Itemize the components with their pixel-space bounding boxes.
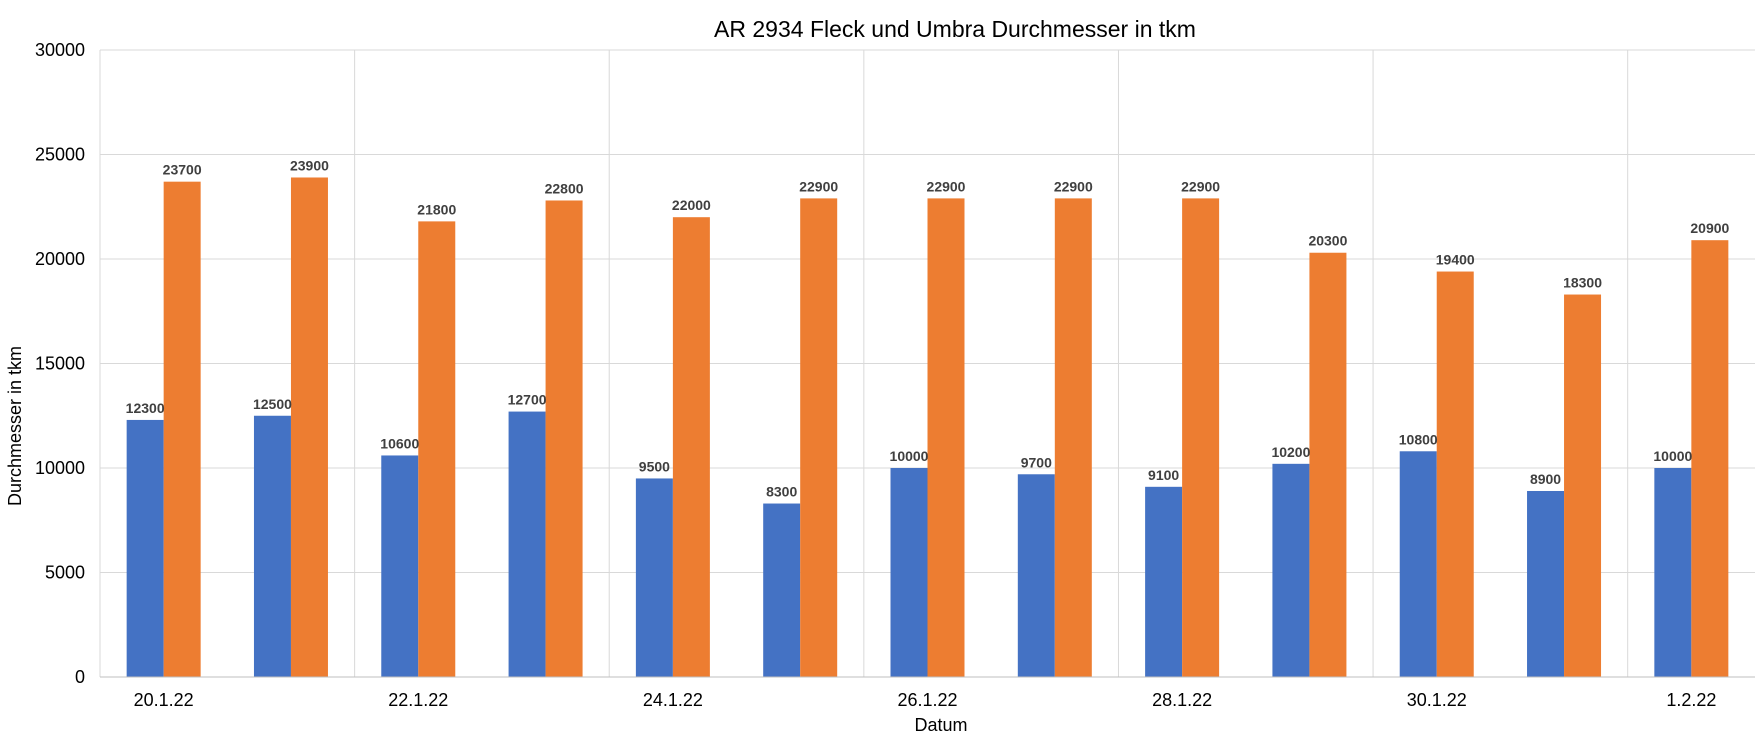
data-label-umbra: 12300 xyxy=(126,400,165,416)
bar-umbra xyxy=(1654,468,1692,677)
bar-umbra xyxy=(635,478,673,677)
bar-umbra xyxy=(1272,463,1310,677)
data-label-fleck: 18300 xyxy=(1563,275,1602,291)
data-label-fleck: 22900 xyxy=(1054,178,1093,194)
x-tick-label: 28.1.22 xyxy=(1152,690,1212,710)
bar-fleck xyxy=(1691,240,1729,677)
data-label-umbra: 8900 xyxy=(1530,471,1561,487)
x-tick-label: 24.1.22 xyxy=(643,690,703,710)
bar-umbra xyxy=(508,411,546,677)
data-label-umbra: 8300 xyxy=(766,484,797,500)
bar-fleck xyxy=(290,177,328,678)
bar-fleck xyxy=(1309,252,1347,678)
bar-umbra xyxy=(1527,490,1565,677)
y-axis-title: Durchmesser in tkm xyxy=(5,346,25,506)
x-tick-label: 26.1.22 xyxy=(897,690,957,710)
bar-fleck xyxy=(1436,271,1474,677)
data-label-fleck: 22900 xyxy=(927,178,966,194)
data-label-umbra: 10600 xyxy=(380,435,419,451)
bar-umbra xyxy=(890,468,928,677)
data-label-umbra: 9700 xyxy=(1021,454,1052,470)
y-tick-label: 15000 xyxy=(35,354,85,374)
bar-fleck xyxy=(800,198,838,677)
bar-umbra xyxy=(126,419,164,677)
bar-fleck xyxy=(163,181,201,678)
data-label-umbra: 10000 xyxy=(890,448,929,464)
data-label-fleck: 20900 xyxy=(1690,220,1729,236)
bar-umbra xyxy=(1145,486,1183,677)
data-label-umbra: 10200 xyxy=(1271,444,1310,460)
bar-umbra xyxy=(763,503,801,677)
bars xyxy=(126,177,1729,678)
bar-fleck xyxy=(418,221,456,677)
data-labels: 12300 23700 12500 23900 10600 21800 12700 22800… xyxy=(126,157,1730,499)
data-label-fleck: 23900 xyxy=(290,157,329,173)
y-tick-label: 30000 xyxy=(35,40,85,60)
y-tick-label: 20000 xyxy=(35,249,85,269)
y-tick-label: 25000 xyxy=(35,145,85,165)
bar-umbra xyxy=(1017,474,1055,677)
y-tick-label: 0 xyxy=(75,667,85,687)
data-label-fleck: 22900 xyxy=(799,178,838,194)
data-label-umbra: 9100 xyxy=(1148,467,1179,483)
x-tick-label: 1.2.22 xyxy=(1666,690,1716,710)
data-label-umbra: 10800 xyxy=(1399,431,1438,447)
data-label-fleck: 19400 xyxy=(1436,252,1475,268)
y-tick-label: 10000 xyxy=(35,458,85,478)
bar-fleck xyxy=(927,198,965,677)
x-axis-title: Datum xyxy=(914,715,967,735)
bar-fleck xyxy=(1182,198,1220,677)
x-tick-label: 30.1.22 xyxy=(1407,690,1467,710)
bar-fleck xyxy=(1054,198,1092,677)
bar-umbra xyxy=(253,415,291,677)
y-axis-ticks: 0 5000 10000 15000 20000 25000 30000 xyxy=(35,40,85,687)
y-tick-label: 5000 xyxy=(45,563,85,583)
data-label-fleck: 22900 xyxy=(1181,178,1220,194)
data-label-umbra: 10000 xyxy=(1653,448,1692,464)
data-label-umbra: 12500 xyxy=(253,396,292,412)
gridlines xyxy=(99,49,1755,677)
bar-umbra xyxy=(381,455,419,677)
data-label-fleck: 23700 xyxy=(163,162,202,178)
data-label-fleck: 22800 xyxy=(545,180,584,196)
x-tick-label: 22.1.22 xyxy=(388,690,448,710)
bar-fleck xyxy=(1564,294,1602,677)
chart-title: AR 2934 Fleck und Umbra Durchmesser in t… xyxy=(714,16,1196,42)
x-axis-ticks: 20.1.22 22.1.22 24.1.22 26.1.22 28.1.22 30.1.… xyxy=(134,690,1717,710)
bar-umbra xyxy=(1399,451,1437,677)
data-label-umbra: 9500 xyxy=(639,458,670,474)
data-label-umbra: 12700 xyxy=(508,392,547,408)
data-label-fleck: 22000 xyxy=(672,197,711,213)
bar-fleck xyxy=(545,200,583,678)
data-label-fleck: 20300 xyxy=(1308,233,1347,249)
data-label-fleck: 21800 xyxy=(417,201,456,217)
bar-fleck xyxy=(672,217,710,677)
x-tick-label: 20.1.22 xyxy=(134,690,194,710)
